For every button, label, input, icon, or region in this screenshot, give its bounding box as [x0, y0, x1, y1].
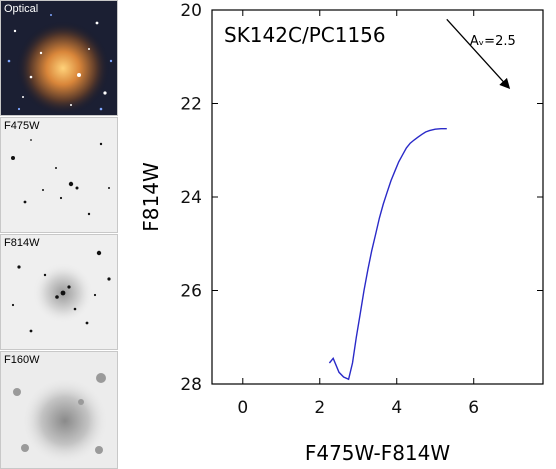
optical-cluster-image	[1, 1, 117, 115]
x-tick-label: 2	[314, 398, 325, 418]
reddening-vector-label: Aᵥ=2.5	[470, 34, 516, 49]
y-tick-label: 20	[180, 1, 202, 21]
x-tick-label: 0	[237, 398, 248, 418]
y-tick-label: 24	[180, 188, 202, 208]
y-tick-label: 28	[180, 375, 202, 395]
y-tick-label: 22	[180, 95, 202, 115]
f814w-cluster-image	[1, 235, 117, 349]
chart-title: SK142C/PC1156	[224, 23, 386, 47]
y-axis-title: F814W	[139, 162, 163, 232]
x-tick-label: 4	[391, 398, 402, 418]
f160w-cluster-image	[1, 352, 117, 468]
reddening-vector-arrow	[446, 18, 511, 90]
plot-frame	[211, 9, 544, 385]
isochrone-curve	[328, 127, 447, 381]
panel-label-f475w: F475W	[4, 120, 40, 132]
x-axis-title: F475W-F814W	[305, 441, 451, 465]
f160w-image-panel: F160W	[0, 351, 118, 469]
panel-label-f814w: F814W	[4, 237, 40, 249]
panel-label-f160w: F160W	[4, 354, 40, 366]
f475w-image-panel: F475W	[0, 117, 118, 233]
f475w-cluster-image	[1, 118, 117, 232]
f814w-image-panel: F814W	[0, 234, 118, 350]
panel-label-optical: Optical	[4, 3, 39, 15]
x-tick-label: 6	[468, 398, 479, 418]
y-tick-label: 26	[180, 282, 202, 302]
optical-image-panel: Optical	[0, 0, 118, 116]
